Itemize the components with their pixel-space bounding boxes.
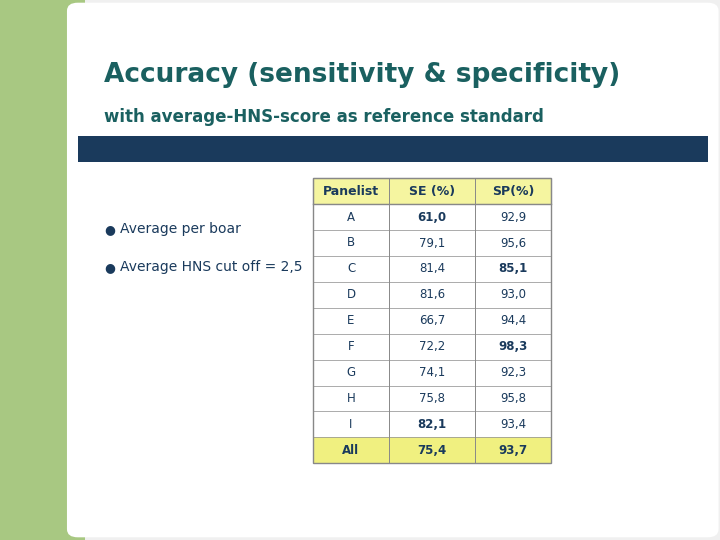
Text: 93,0: 93,0 — [500, 288, 526, 301]
Text: 61,0: 61,0 — [418, 211, 446, 224]
Text: E: E — [347, 314, 355, 327]
Text: 74,1: 74,1 — [419, 366, 445, 379]
Text: F: F — [348, 340, 354, 353]
Text: 93,4: 93,4 — [500, 418, 526, 431]
Text: 66,7: 66,7 — [419, 314, 445, 327]
Text: B: B — [347, 237, 355, 249]
Text: H: H — [346, 392, 356, 405]
Text: 95,8: 95,8 — [500, 392, 526, 405]
Text: 81,4: 81,4 — [419, 262, 445, 275]
Text: ●: ● — [104, 223, 115, 236]
Text: 95,6: 95,6 — [500, 237, 526, 249]
Text: G: G — [346, 366, 356, 379]
Text: 92,3: 92,3 — [500, 366, 526, 379]
Text: ●: ● — [104, 261, 115, 274]
Text: Average per boar: Average per boar — [120, 222, 241, 237]
Text: 94,4: 94,4 — [500, 314, 526, 327]
Text: 72,2: 72,2 — [419, 340, 445, 353]
Text: Average HNS cut off = 2,5: Average HNS cut off = 2,5 — [120, 260, 302, 274]
Text: 85,1: 85,1 — [498, 262, 528, 275]
Text: with average-HNS-score as reference standard: with average-HNS-score as reference stan… — [104, 108, 544, 126]
Text: C: C — [347, 262, 355, 275]
Text: D: D — [346, 288, 356, 301]
Text: SP(%): SP(%) — [492, 185, 534, 198]
Text: 79,1: 79,1 — [419, 237, 445, 249]
Text: 98,3: 98,3 — [498, 340, 528, 353]
Text: 75,4: 75,4 — [418, 444, 446, 457]
Text: 93,7: 93,7 — [498, 444, 528, 457]
Text: A: A — [347, 211, 355, 224]
Text: 92,9: 92,9 — [500, 211, 526, 224]
Text: Panelist: Panelist — [323, 185, 379, 198]
Text: 81,6: 81,6 — [419, 288, 445, 301]
Text: All: All — [343, 444, 359, 457]
Text: I: I — [349, 418, 353, 431]
Text: SE (%): SE (%) — [409, 185, 455, 198]
Text: 82,1: 82,1 — [418, 418, 446, 431]
Text: Accuracy (sensitivity & specificity): Accuracy (sensitivity & specificity) — [104, 62, 621, 88]
Text: 75,8: 75,8 — [419, 392, 445, 405]
